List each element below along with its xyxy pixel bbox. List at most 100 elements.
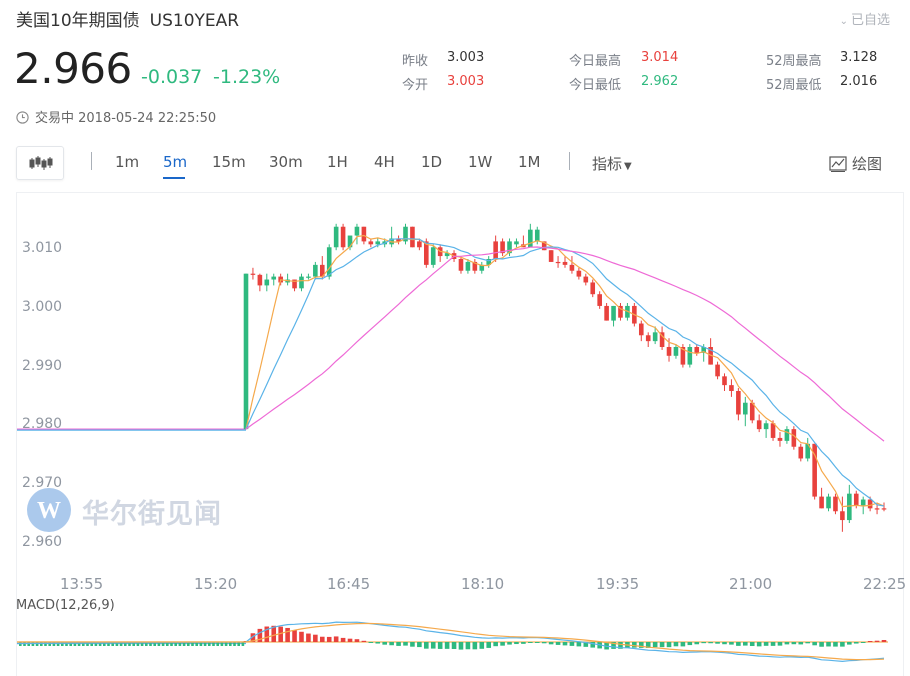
macd-histogram-bar: [98, 642, 102, 646]
macd-histogram-bar: [410, 642, 415, 647]
macd-histogram-bar: [736, 642, 741, 646]
macd-histogram-bar: [500, 642, 505, 646]
macd-histogram-bar: [680, 642, 686, 647]
tab-5m[interactable]: 5m: [163, 153, 188, 171]
candle-body: [604, 305, 609, 321]
macd-histogram-bar: [659, 642, 665, 648]
macd-histogram-bar: [833, 642, 838, 647]
macd-histogram-bar: [701, 642, 706, 644]
macd-histogram-bar: [562, 642, 568, 646]
clock-icon: [16, 111, 29, 124]
macd-histogram-bar: [812, 642, 817, 646]
tab-1D[interactable]: 1D: [421, 153, 443, 171]
instrument-title: 美国10年期国债 US10YEAR: [16, 6, 239, 31]
candle-body: [424, 241, 429, 265]
macd-histogram-bar: [333, 636, 339, 642]
macd-histogram-bar: [306, 633, 311, 642]
y-tick-label: 2.970: [22, 474, 63, 491]
macd-histogram-bar: [576, 642, 582, 647]
x-tick-label: 15:20: [194, 575, 238, 593]
draw-button[interactable]: 绘图: [829, 153, 882, 174]
macd-histogram-bar: [847, 642, 852, 645]
open-value: 3.003: [447, 74, 485, 89]
macd-histogram-bar: [224, 642, 228, 646]
tab-1H[interactable]: 1H: [327, 153, 348, 171]
candle-body: [583, 276, 589, 283]
tab-4H[interactable]: 4H: [374, 153, 395, 171]
tab-1M[interactable]: 1M: [518, 153, 541, 171]
candle-body: [694, 347, 700, 353]
macd-histogram-bar: [237, 642, 240, 646]
macd-histogram-bar: [250, 633, 256, 642]
macd-histogram-bar: [347, 638, 353, 642]
watermark-logo: W: [26, 487, 72, 537]
macd-histogram-bar: [389, 642, 394, 646]
candle-body: [493, 241, 498, 259]
macd-histogram-bar: [396, 642, 401, 646]
candle-body: [687, 347, 693, 365]
macd-histogram-bar: [590, 642, 596, 648]
macd-histogram-bar: [153, 642, 156, 646]
indicator-menu[interactable]: 指标 ▼: [592, 153, 632, 174]
macd-histogram-bar: [756, 642, 762, 647]
tab-1m[interactable]: 1m: [115, 153, 140, 171]
macd-histogram-bar: [715, 642, 720, 644]
candle-body: [361, 226, 367, 242]
y-tick-label: 2.960: [22, 533, 63, 550]
macd-histogram-bar: [368, 642, 374, 643]
macd-histogram-bar: [90, 642, 93, 646]
macd-histogram-bar: [743, 642, 748, 646]
macd-histogram-bar: [430, 642, 436, 649]
candle-body: [340, 226, 346, 248]
macd-histogram-bar: [77, 642, 81, 646]
macd-histogram-bar: [361, 640, 367, 642]
wk52-low-value: 2.016: [840, 74, 878, 89]
candle-body: [486, 259, 492, 265]
tab-30m[interactable]: 30m: [269, 153, 303, 171]
macd-histogram-bar: [292, 630, 297, 642]
macd-histogram-bar: [528, 642, 533, 643]
tab-1W[interactable]: 1W: [468, 153, 493, 171]
macd-histogram-bar: [187, 642, 190, 646]
macd-histogram-bar: [271, 625, 277, 642]
macd-histogram-bar: [472, 642, 478, 650]
macd-histogram-bar: [340, 637, 346, 642]
candle-body: [541, 241, 547, 251]
macd-histogram-bar: [867, 641, 873, 642]
macd-histogram-bar: [212, 642, 215, 646]
x-tick-label: 21:00: [729, 575, 773, 593]
chart-panel[interactable]: [16, 192, 904, 676]
candle-body: [784, 429, 790, 441]
ma5-line: [245, 234, 885, 508]
y-tick-label: 3.000: [22, 298, 63, 315]
macd-histogram-bar: [708, 642, 713, 644]
macd-histogram-bar: [666, 642, 672, 648]
macd-histogram-bar: [124, 642, 127, 646]
candle-body: [333, 226, 339, 248]
candle-body: [618, 305, 623, 318]
macd-label: MACD(12,26,9): [16, 598, 115, 613]
watchlist-toggle[interactable]: ⌄ 已自选: [840, 9, 890, 28]
macd-histogram-bar: [149, 642, 152, 646]
candle-body: [264, 279, 270, 286]
candle-body: [763, 423, 769, 430]
candle-body: [292, 279, 297, 289]
macd-histogram-bar: [132, 642, 135, 646]
candle-body: [853, 493, 859, 506]
candle-body: [576, 270, 582, 277]
active-tab-underline: [163, 177, 185, 179]
macd-histogram-bar: [136, 642, 140, 646]
macd-histogram-bar: [65, 642, 68, 646]
macd-histogram-bar: [777, 642, 783, 646]
ma10-line: [245, 238, 885, 507]
candle-body: [722, 376, 727, 386]
candlestick-icon: [29, 156, 53, 170]
day-high-value: 3.014: [641, 50, 679, 65]
macd-histogram-bar: [111, 642, 114, 646]
tab-15m[interactable]: 15m: [212, 153, 246, 171]
candle-body: [458, 259, 464, 271]
chart-type-button[interactable]: [16, 146, 64, 180]
macd-histogram-bar: [840, 642, 845, 647]
macd-histogram-bar: [555, 642, 561, 645]
svg-text:W: W: [37, 498, 61, 524]
